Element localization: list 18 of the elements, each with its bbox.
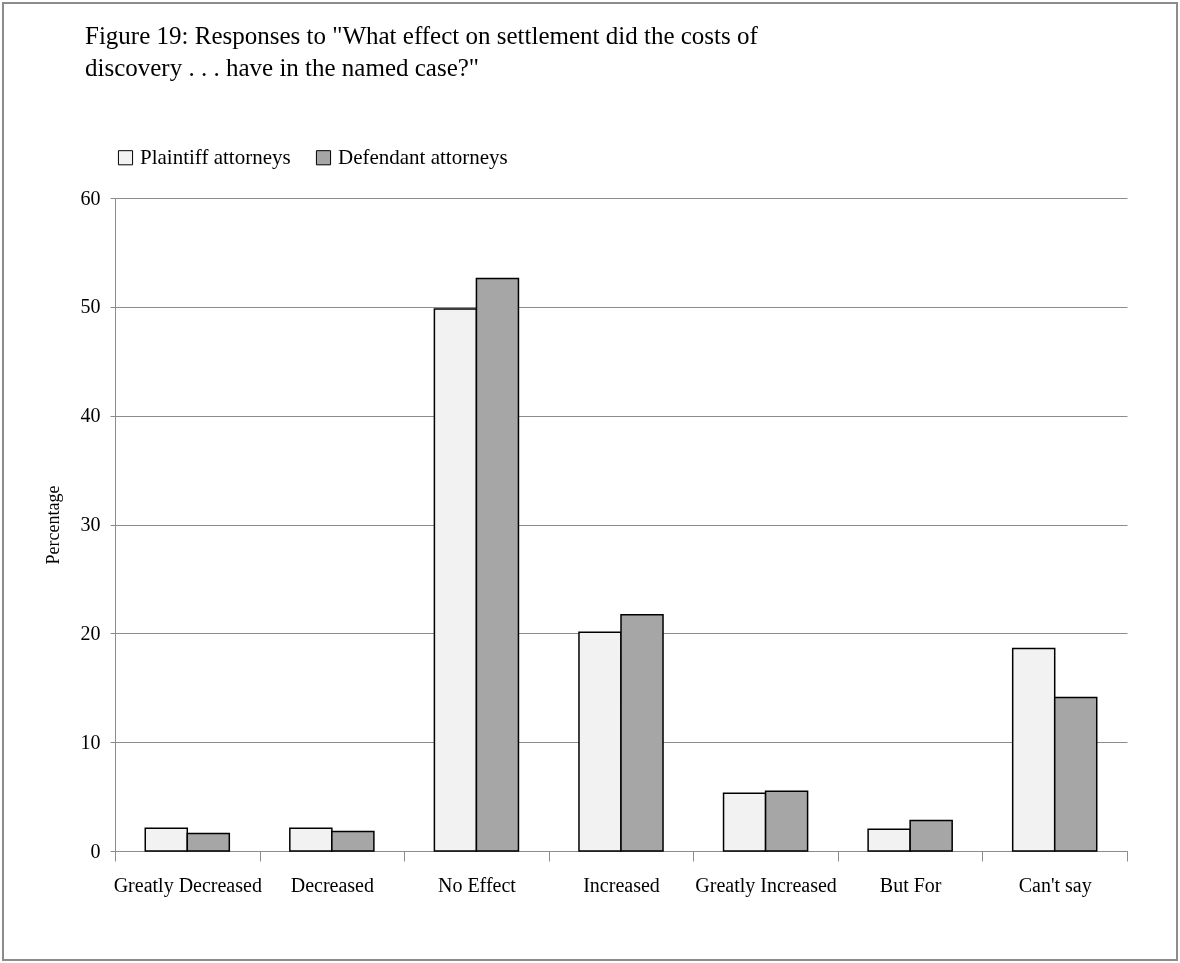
x-tick-label: No Effect	[437, 873, 517, 896]
x-tick-label: Greatly Decreased	[113, 873, 262, 897]
y-tick-label: 0	[90, 839, 101, 862]
legend-label: Defendant attorneys	[338, 144, 508, 169]
x-tick-label: Greatly Increased	[695, 873, 837, 897]
x-tick-label: Increased	[583, 873, 660, 896]
y-tick-label: 40	[80, 404, 101, 427]
chart-title: Figure 19: Responses to "What effect on settlement did the costs of discovery . . . have in the named case?"	[85, 22, 759, 81]
y-tick-label: 50	[80, 295, 101, 318]
x-tick-label: But For	[879, 873, 942, 896]
y-tick-label: 20	[80, 621, 101, 644]
x-tick-label: Can't say	[1018, 873, 1092, 897]
y-axis-title: Percentage	[42, 485, 63, 565]
y-tick-label: 30	[80, 513, 101, 535]
y-tick-label: 10	[80, 730, 101, 753]
legend-label: Plaintiff attorneys	[140, 144, 291, 169]
y-tick-label: 60	[80, 186, 101, 209]
x-tick-label: Decreased	[290, 873, 374, 896]
